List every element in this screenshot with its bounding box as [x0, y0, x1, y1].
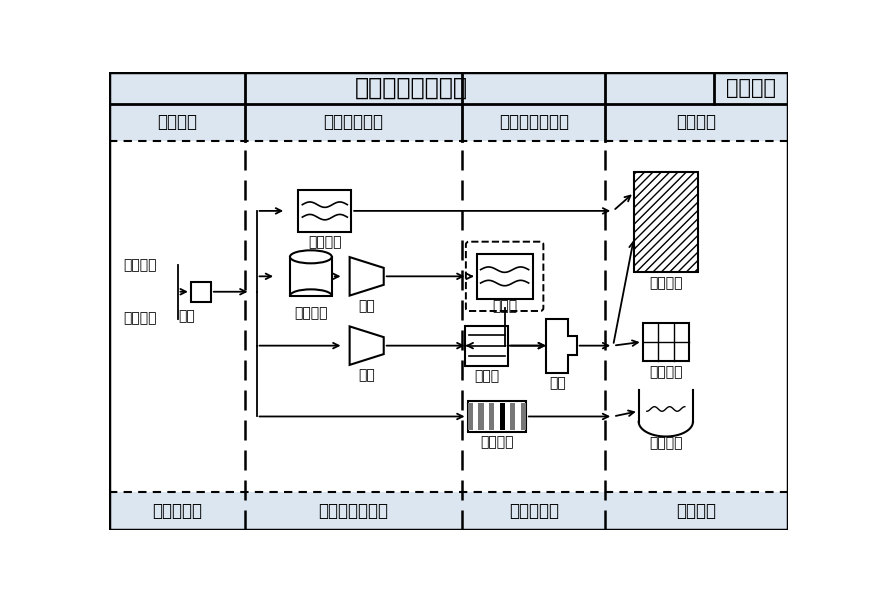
Text: 脱水: 脱水: [358, 369, 375, 383]
Text: 最终处置: 最终处置: [676, 113, 717, 131]
Text: 减量无机化: 减量无机化: [508, 502, 559, 520]
Text: 污泥处置: 污泥处置: [725, 77, 776, 98]
Bar: [109, 104, 788, 141]
Text: 建材利用: 建材利用: [649, 365, 682, 379]
Bar: [468, 401, 526, 432]
Text: 深度脱水: 深度脱水: [480, 436, 514, 449]
Text: 厌氧消化: 厌氧消化: [294, 306, 327, 320]
Bar: [468, 403, 473, 430]
Text: 浓缩: 浓缩: [178, 309, 195, 324]
Bar: [634, 172, 697, 272]
Text: 自由水脱除: 自由水脱除: [152, 502, 202, 520]
Text: 污泥生物处理: 污泥生物处理: [324, 113, 383, 131]
Text: 热干化: 热干化: [474, 370, 500, 383]
Text: 易腐有机物稳定: 易腐有机物稳定: [318, 502, 388, 520]
Bar: [191, 282, 211, 302]
Polygon shape: [350, 257, 384, 296]
Bar: [466, 325, 508, 366]
Bar: [109, 492, 788, 530]
Text: 污泥调质: 污泥调质: [158, 113, 197, 131]
Bar: [109, 141, 788, 492]
Bar: [510, 403, 515, 430]
Text: 脱水: 脱水: [358, 299, 375, 313]
Text: 焚烧: 焚烧: [549, 376, 566, 390]
Polygon shape: [350, 327, 384, 365]
Bar: [298, 190, 351, 232]
Text: 污泥处理关键环节: 污泥处理关键环节: [355, 76, 468, 100]
Bar: [290, 257, 332, 296]
Text: 好氧堆肥: 好氧堆肥: [308, 235, 341, 250]
Bar: [109, 72, 788, 104]
Text: 剩余污泥: 剩余污泥: [123, 312, 157, 325]
Text: 应急填埋: 应急填埋: [649, 436, 682, 450]
Text: 土地利用: 土地利用: [649, 277, 682, 290]
Text: 污泥热化学处理: 污泥热化学处理: [499, 113, 569, 131]
Bar: [479, 403, 484, 430]
Ellipse shape: [290, 250, 332, 263]
Bar: [477, 254, 533, 299]
Bar: [642, 322, 690, 361]
Text: 初沉污泥: 初沉污泥: [123, 258, 157, 272]
Polygon shape: [547, 319, 577, 372]
Bar: [489, 403, 494, 430]
Text: 产物利用: 产物利用: [676, 502, 717, 520]
Bar: [521, 403, 526, 430]
Text: 后腐熟: 后腐熟: [492, 299, 517, 313]
Bar: [500, 403, 505, 430]
